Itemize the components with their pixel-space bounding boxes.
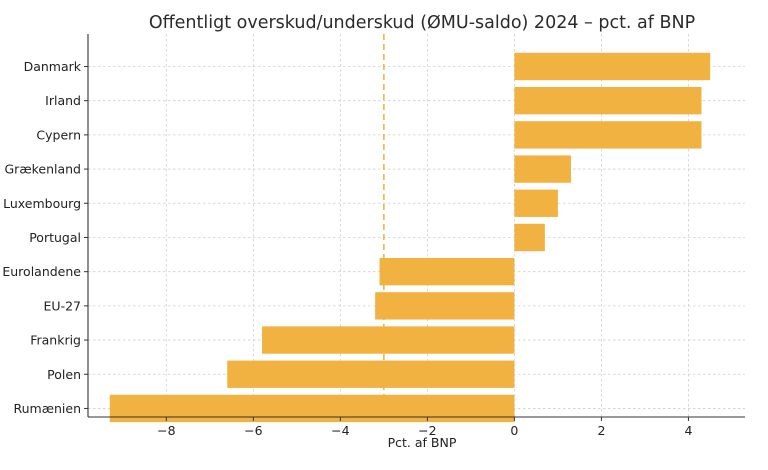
bar-luxembourg <box>514 189 558 217</box>
y-tick-label: Portugal <box>29 230 81 245</box>
bar-danmark <box>514 52 711 81</box>
bar-rumænien <box>109 394 515 423</box>
bar-grækenland <box>514 155 571 183</box>
labels: −8 −6 −4 −2 0 2 4 Danmark Irland Cypern Grækenland… <box>2 59 692 438</box>
bar-eu-27 <box>375 292 515 320</box>
x-tick-label: −4 <box>331 423 349 438</box>
y-tick-label: Irland <box>45 93 81 108</box>
x-tick-label: 4 <box>684 423 692 438</box>
y-tick-label: Cypern <box>36 127 81 142</box>
y-tick-label: Frankrig <box>30 333 81 348</box>
bar-eurolandene <box>379 257 515 286</box>
x-tick-label: −8 <box>157 423 175 438</box>
y-tick-label: Rumænien <box>13 401 81 416</box>
y-tick-label: Polen <box>47 367 81 382</box>
bar-frankrig <box>262 326 515 354</box>
axes <box>84 34 745 421</box>
y-tick-label: Eurolandene <box>2 264 81 279</box>
chart-title: Offentligt overskud/underskud (ØMU-saldo… <box>149 13 695 33</box>
y-tick-label: EU-27 <box>44 298 81 313</box>
x-tick-label: 2 <box>597 423 605 438</box>
x-tick-label: 0 <box>510 423 518 438</box>
bar-cypern <box>514 121 702 149</box>
bar-portugal <box>514 223 545 252</box>
bar-polen <box>227 360 515 388</box>
bar-irland <box>514 87 702 115</box>
x-tick-label: −2 <box>418 423 436 438</box>
x-tick-label: −6 <box>244 423 262 438</box>
y-tick-label: Danmark <box>24 59 82 74</box>
y-tick-label: Luxembourg <box>3 196 81 211</box>
bars <box>109 52 711 423</box>
y-tick-label: Grækenland <box>5 162 82 177</box>
x-axis-label: Pct. af BNP <box>388 435 457 450</box>
